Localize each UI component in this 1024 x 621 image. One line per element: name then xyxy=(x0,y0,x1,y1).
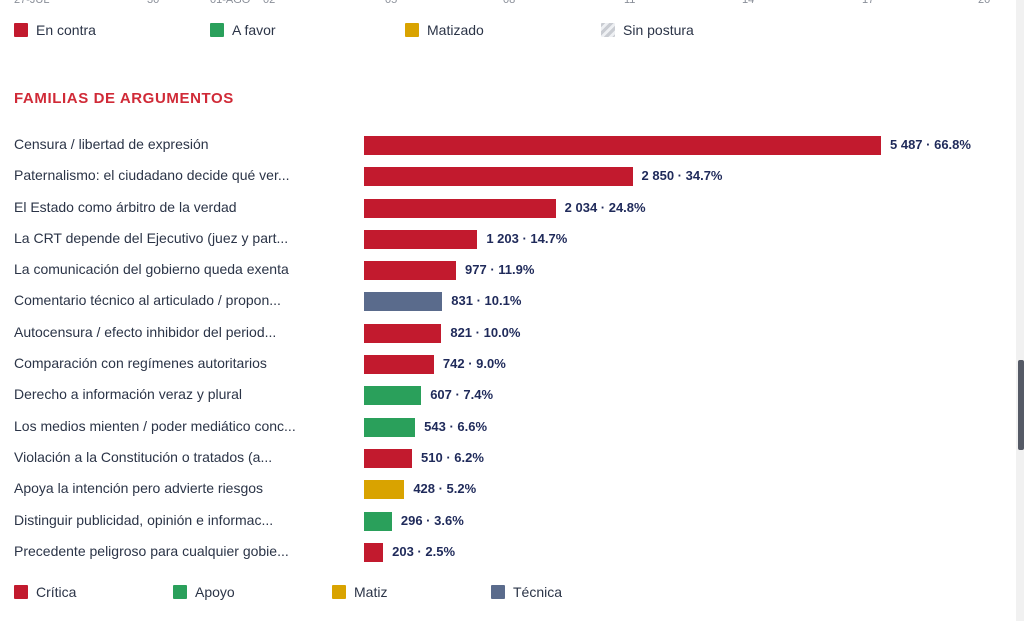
category-label: Censura / libertad de expresión xyxy=(14,136,209,152)
section-title: FAMILIAS DE ARGUMENTOS xyxy=(14,90,234,107)
category-legend-swatch xyxy=(173,585,187,599)
timeline-tick-label: 30 xyxy=(147,0,160,6)
chart-row[interactable]: Distinguir publicidad, opinión e informa… xyxy=(14,508,1014,539)
category-legend-item[interactable]: Apoyo xyxy=(173,584,235,600)
category-legend-label: Apoyo xyxy=(195,584,235,600)
category-legend-label: Técnica xyxy=(513,584,563,600)
category-label: Precedente peligroso para cualquier gobi… xyxy=(14,542,289,559)
category-legend-item[interactable]: Técnica xyxy=(491,584,562,600)
stance-legend-swatch xyxy=(405,23,419,37)
stance-legend-label: A favor xyxy=(232,22,276,38)
stance-legend-swatch xyxy=(210,23,224,37)
timeline-tick-label: 08 xyxy=(503,0,516,6)
category-legend-swatch xyxy=(491,585,505,599)
chart-row[interactable]: Autocensura / efecto inhibidor del perio… xyxy=(14,320,1014,351)
timeline-tick-label: 01-AGO xyxy=(210,0,251,6)
bar[interactable] xyxy=(364,261,457,281)
bar-value-label: 607 · 7.4% xyxy=(430,387,494,403)
chart-row[interactable]: Violación a la Constitución o tratados (… xyxy=(14,445,1014,476)
timeline-tick-label: 27-JUL xyxy=(14,0,50,6)
category-legend-swatch xyxy=(14,585,28,599)
category-legend-label: Crítica xyxy=(36,584,77,600)
bar[interactable] xyxy=(364,448,413,468)
bar-value-label: 510 · 6.2% xyxy=(421,449,484,465)
stance-legend-item[interactable]: Matizado xyxy=(405,22,484,38)
chart-row[interactable]: Los medios mienten / poder mediático con… xyxy=(14,414,1014,445)
category-label: Derecho a información veraz y plural xyxy=(14,386,242,403)
bar-value-label: 296 · 3.6% xyxy=(400,512,464,528)
stance-legend-label: En contra xyxy=(36,22,96,38)
bar-value-label: 831 · 10.1% xyxy=(451,293,522,309)
category-label: La CRT depende del Ejecutivo (juez y par… xyxy=(14,229,289,246)
category-label: Comparación con regímenes autoritarios xyxy=(14,355,267,372)
scrollbar-thumb[interactable] xyxy=(1018,360,1024,450)
bar-value-label: 5 487 · 66.8% xyxy=(890,137,971,152)
category-label: Los medios mienten / poder mediático con… xyxy=(14,417,296,434)
bar[interactable] xyxy=(364,229,478,249)
stance-legend-label: Matizado xyxy=(427,22,484,38)
category-label: Comentario técnico al articulado / propo… xyxy=(14,292,281,309)
category-legend-swatch xyxy=(332,585,346,599)
bar-value-label: 821 · 10.0% xyxy=(450,324,521,340)
stance-legend-item[interactable]: A favor xyxy=(210,22,276,38)
stance-legend-swatch xyxy=(14,23,28,37)
timeline-tick-label: 20 xyxy=(978,0,991,6)
chart-row[interactable]: Apoya la intención pero advierte riesgos… xyxy=(14,476,1014,507)
category-label: Distinguir publicidad, opinión e informa… xyxy=(14,511,274,528)
chart-row[interactable]: La CRT depende del Ejecutivo (juez y par… xyxy=(14,226,1014,257)
category-label: Paternalismo: el ciudadano decide qué ve… xyxy=(14,167,290,184)
bar[interactable] xyxy=(364,355,434,375)
bar[interactable] xyxy=(364,480,405,500)
chart-row[interactable]: Paternalismo: el ciudadano decide qué ve… xyxy=(14,163,1014,194)
chart-row[interactable]: Precedente peligroso para cualquier gobi… xyxy=(14,539,1014,570)
argument-families-chart: Censura / libertad de expresión 5 487 · 6… xyxy=(14,132,1014,570)
timeline-tick-label: 11 xyxy=(624,0,636,6)
bar[interactable] xyxy=(364,386,422,406)
timeline-tick-label: 14 xyxy=(742,0,755,6)
bar-value-label: 428 · 5.2% xyxy=(413,481,477,497)
bar-value-label: 2 850 · 34.7% xyxy=(641,168,723,184)
chart-row[interactable]: El Estado como árbitro de la verdad 2 034… xyxy=(14,195,1014,226)
bar[interactable] xyxy=(364,542,384,562)
bar[interactable] xyxy=(364,198,556,218)
chart-row[interactable]: La comunicación del gobierno queda exent… xyxy=(14,257,1014,288)
bar[interactable] xyxy=(364,323,442,343)
page-scrollbar[interactable] xyxy=(1016,0,1024,621)
chart-row[interactable]: Comparación con regímenes autoritarios 74… xyxy=(14,351,1014,382)
bar[interactable] xyxy=(364,417,416,437)
category-legend-item[interactable]: Crítica xyxy=(14,584,76,600)
stance-legend: En contra A favor Matizado Sin postura xyxy=(14,22,1004,42)
stance-legend-swatch xyxy=(601,23,615,37)
bar-value-label: 2 034 · 24.8% xyxy=(564,199,646,215)
chart-row[interactable]: Comentario técnico al articulado / propo… xyxy=(14,288,1014,319)
timeline-tick-label: 05 xyxy=(385,0,398,6)
category-legend: Crítica Apoyo Matiz Técnica xyxy=(14,584,1004,604)
category-label: El Estado como árbitro de la verdad xyxy=(14,198,237,215)
category-label: Violación a la Constitución o tratados (… xyxy=(14,448,273,465)
bar[interactable] xyxy=(364,136,881,155)
stance-legend-item[interactable]: Sin postura xyxy=(601,22,694,38)
chart-row[interactable]: Derecho a información veraz y plural 607 … xyxy=(14,382,1014,413)
bar-value-label: 1 203 · 14.7% xyxy=(486,230,568,246)
bar[interactable] xyxy=(364,292,443,312)
stance-legend-label: Sin postura xyxy=(623,22,694,38)
category-label: La comunicación del gobierno queda exent… xyxy=(14,261,289,278)
bar-value-label: 977 · 11.9% xyxy=(465,262,535,278)
bar[interactable] xyxy=(364,167,633,187)
bar[interactable] xyxy=(364,511,392,531)
category-legend-item[interactable]: Matiz xyxy=(332,584,387,600)
category-label: Autocensura / efecto inhibidor del perio… xyxy=(14,323,277,340)
timeline-tick-label: 02 xyxy=(263,0,276,6)
category-label: Apoya la intención pero advierte riesgos xyxy=(14,480,264,497)
bar-value-label: 742 · 9.0% xyxy=(442,356,506,372)
timeline-tick-label: 17 xyxy=(862,0,875,6)
bar-value-label: 543 · 6.6% xyxy=(424,418,488,434)
chart-row[interactable]: Censura / libertad de expresión 5 487 · 6… xyxy=(14,132,1014,163)
bar-value-label: 203 · 2.5% xyxy=(392,543,455,559)
timeline-axis-ticks: 27-JUL 30 01-AGO 02 05 08 11 14 17 20 xyxy=(0,0,1000,8)
stance-legend-item[interactable]: En contra xyxy=(14,22,96,38)
category-legend-label: Matiz xyxy=(354,584,388,600)
